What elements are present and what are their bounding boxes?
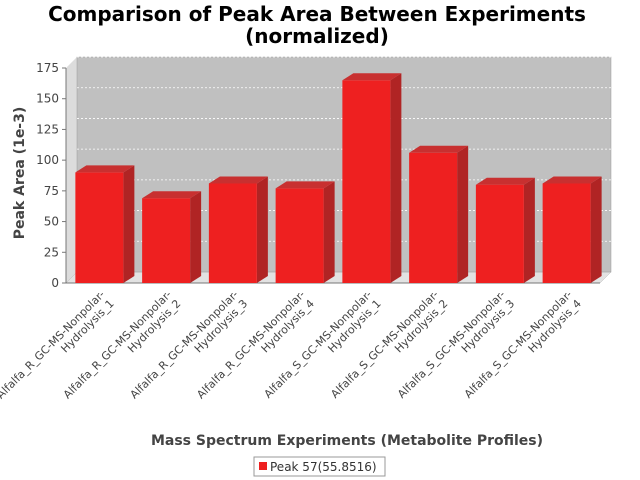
bars <box>75 73 602 284</box>
bar-3-side <box>256 176 268 283</box>
bar-1-side <box>123 165 135 283</box>
bar-5-front <box>342 80 391 284</box>
bar-4-side <box>323 181 335 283</box>
bar-3 <box>208 176 268 283</box>
bar-2-top <box>142 191 202 199</box>
bar-6-front <box>409 152 458 283</box>
bar-3-front <box>208 183 257 283</box>
y-axis: 0 25 50 75 100 125 150 175 <box>36 61 600 290</box>
y-tick-label-7: 175 <box>36 61 59 75</box>
bar-5-top <box>342 73 402 81</box>
bar-8-front <box>542 183 591 283</box>
bar-7 <box>475 177 535 283</box>
y-tick-label-2: 50 <box>44 215 59 229</box>
y-axis-label: Peak Area (1e-3) <box>12 107 28 240</box>
bar-8-top <box>542 176 602 184</box>
y-tick-label-1: 25 <box>44 245 59 259</box>
bar-4 <box>275 181 335 283</box>
bar-5 <box>342 73 402 284</box>
chart-title-line1: Comparison of Peak Area Between Experime… <box>48 2 586 26</box>
x-category-1-line-1: Alfalfa_R_GC-MS-Nonpolar- <box>0 288 108 401</box>
x-category-1: Alfalfa_R_GC-MS-Nonpolar-Hydrolysis_1 <box>0 288 117 401</box>
bar-4-top <box>275 181 335 189</box>
legend-frame <box>253 456 386 477</box>
plot-side-wall <box>66 57 77 283</box>
y-tick-label-5: 125 <box>36 122 59 136</box>
bar-2-front <box>142 198 191 283</box>
bar-7-side <box>523 177 535 283</box>
bar-1-front <box>75 172 124 283</box>
bar-7-top <box>475 177 535 185</box>
legend-swatch <box>259 462 267 470</box>
bar-1 <box>75 165 135 283</box>
bar-8 <box>542 176 602 283</box>
bar-7-front <box>475 184 524 283</box>
bar-5-side <box>390 73 402 284</box>
bar-6 <box>409 145 469 283</box>
bar-8-side <box>590 176 602 283</box>
legend: Peak 57(55.8516) <box>253 456 386 477</box>
x-axis-label: Mass Spectrum Experiments (Metabolite Pr… <box>151 433 543 449</box>
bar-1-top <box>75 165 135 173</box>
y-tick-label-6: 150 <box>36 92 59 106</box>
y-tick-label-4: 100 <box>36 153 59 167</box>
bar-3-top <box>208 176 268 184</box>
y-tick-label-0: 0 <box>51 276 59 290</box>
legend-label: Peak 57(55.8516) <box>270 460 377 474</box>
x-axis-categories: Alfalfa_R_GC-MS-Nonpolar-Hydrolysis_1Alf… <box>0 288 584 401</box>
chart-title-line2: (normalized) <box>245 24 389 48</box>
bar-6-side <box>457 145 469 283</box>
y-tick-label-3: 75 <box>44 184 59 198</box>
bar-2 <box>142 191 202 283</box>
bar-6-top <box>409 145 469 153</box>
bar-4-front <box>275 188 324 283</box>
bar-2-side <box>190 191 202 283</box>
